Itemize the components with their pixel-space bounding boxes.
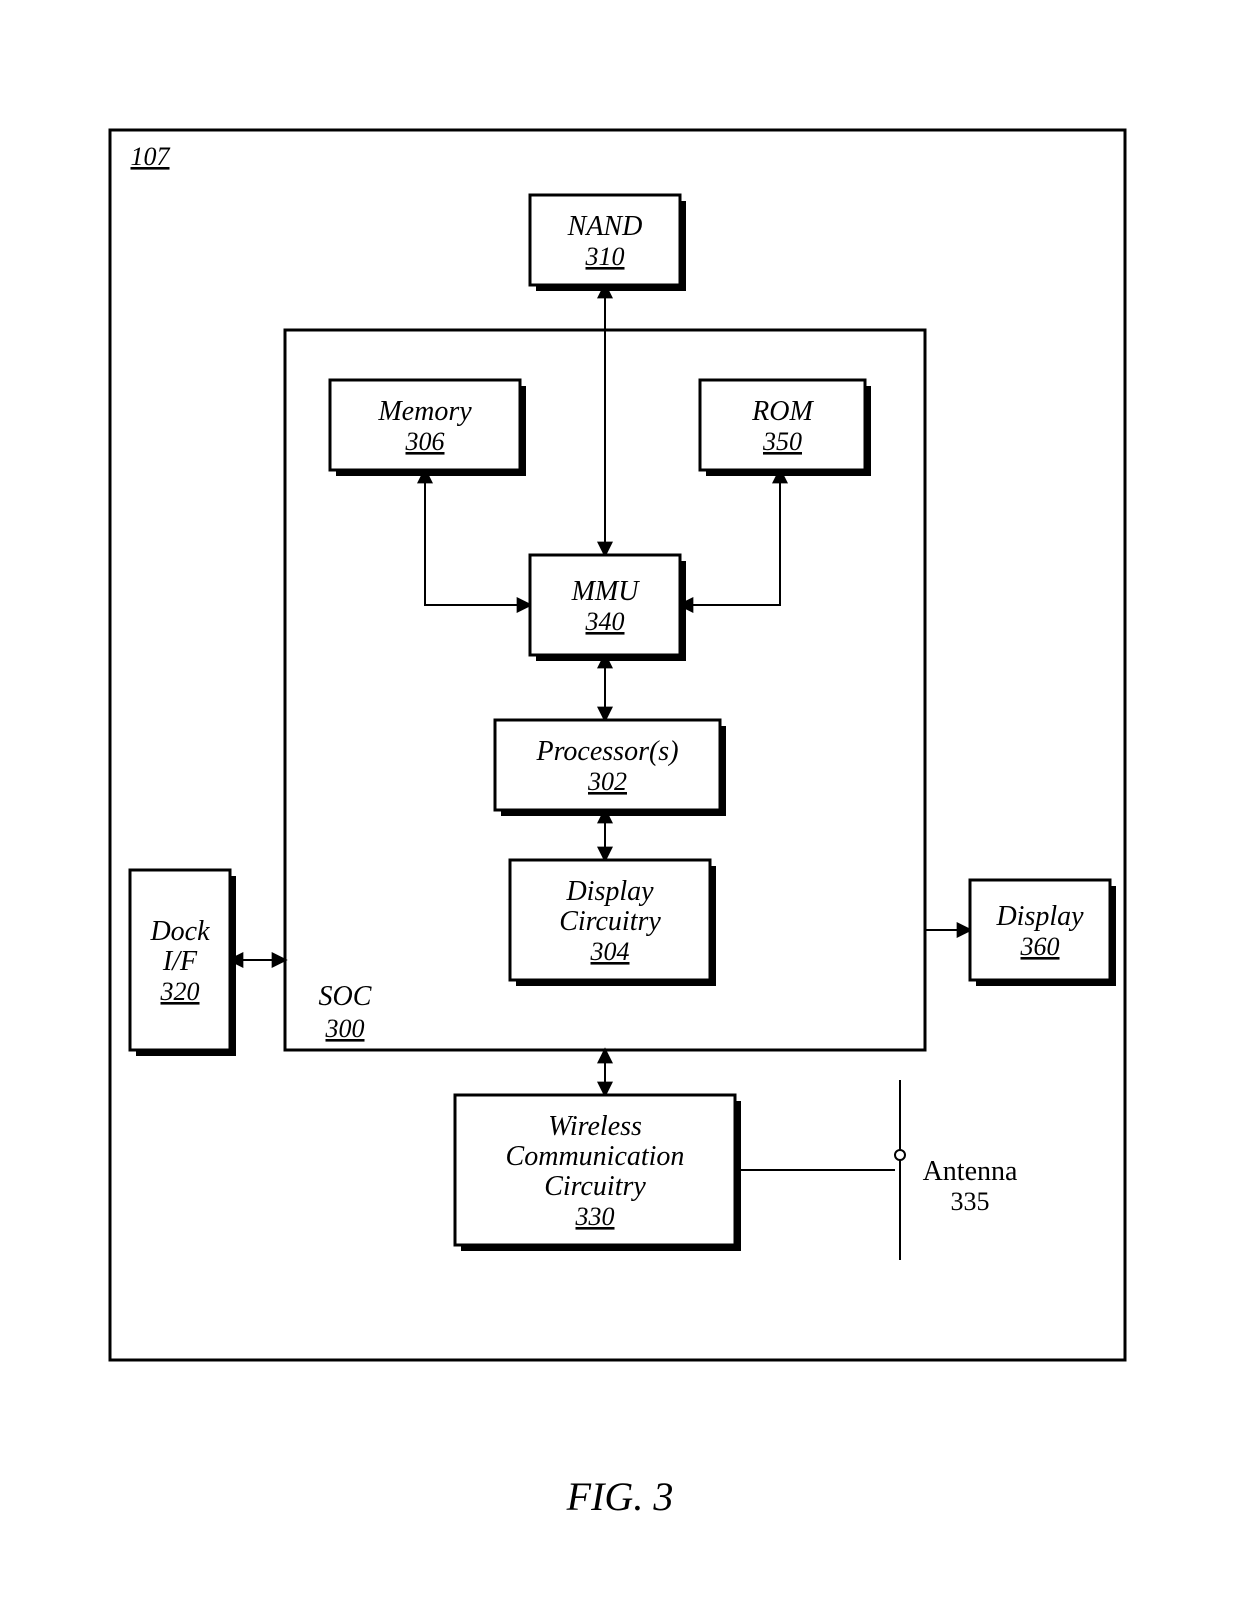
block-wireless-label: Wireless bbox=[548, 1111, 642, 1142]
block-proc-label: Processor(s) bbox=[535, 736, 678, 767]
block-proc-ref: 302 bbox=[587, 767, 627, 796]
block-mmu-label: MMU bbox=[571, 576, 641, 607]
block-wireless-label: Communication bbox=[506, 1141, 685, 1172]
svg-text:335: 335 bbox=[951, 1187, 990, 1216]
block-nand-label: NAND bbox=[567, 211, 643, 242]
block-dock-ref: 320 bbox=[160, 977, 200, 1006]
connector-memory-mmu bbox=[425, 470, 530, 605]
block-disp_c-ref: 304 bbox=[590, 937, 630, 966]
svg-text:SOC: SOC bbox=[319, 981, 372, 1012]
svg-text:Antenna: Antenna bbox=[923, 1156, 1018, 1187]
svg-text:300: 300 bbox=[325, 1014, 365, 1043]
block-mmu-ref: 340 bbox=[585, 607, 625, 636]
block-dock-label: Dock bbox=[149, 916, 210, 947]
block-disp_c-label: Circuitry bbox=[559, 906, 661, 937]
block-wireless-ref: 330 bbox=[575, 1202, 615, 1231]
block-disp_c-label: Display bbox=[565, 876, 654, 907]
block-nand-ref: 310 bbox=[585, 242, 625, 271]
block-dock-label: I/F bbox=[162, 946, 198, 977]
figure-caption: FIG. 3 bbox=[566, 1474, 674, 1519]
block-wireless-label: Circuitry bbox=[544, 1171, 646, 1202]
connector-rom-mmu bbox=[680, 470, 780, 605]
block-rom-label: ROM bbox=[751, 396, 814, 427]
block-display-ref: 360 bbox=[1020, 932, 1060, 961]
block-memory-ref: 306 bbox=[405, 427, 445, 456]
block-rom-ref: 350 bbox=[762, 427, 802, 456]
diagram-canvas: 107 SOC300 NAND310 Memory306 ROM350 MMU340 Pro… bbox=[0, 0, 1240, 1609]
block-memory-label: Memory bbox=[377, 396, 472, 427]
svg-text:107: 107 bbox=[131, 142, 171, 171]
antenna-node bbox=[895, 1150, 905, 1160]
block-display-label: Display bbox=[995, 901, 1084, 932]
